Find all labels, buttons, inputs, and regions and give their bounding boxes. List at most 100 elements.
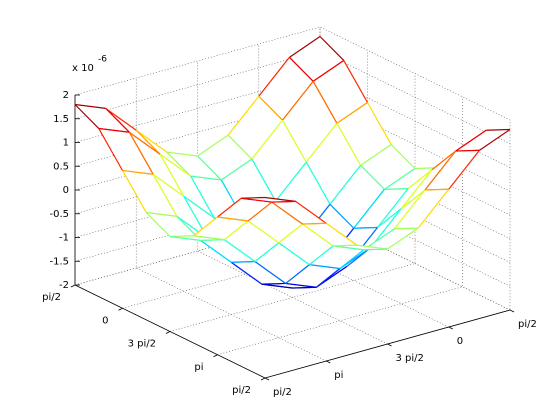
y-tick xyxy=(264,377,270,381)
mesh-line xyxy=(393,189,426,230)
z-grid-line xyxy=(74,97,511,192)
y-tick-label: 0 xyxy=(457,336,463,347)
mesh-face xyxy=(193,217,249,240)
mesh-line xyxy=(384,188,409,190)
z-tick-label: 0.5 xyxy=(53,161,69,172)
mesh-face xyxy=(353,188,409,229)
mesh-line xyxy=(190,175,222,181)
mesh-face xyxy=(313,60,368,124)
mesh-face xyxy=(333,245,388,250)
y-tick xyxy=(448,326,453,330)
mesh-line xyxy=(190,175,215,219)
mesh-face xyxy=(377,169,432,228)
z-tick-label: 2 xyxy=(63,90,69,101)
mesh-line xyxy=(251,119,283,160)
mesh-line xyxy=(128,132,154,175)
mesh-line xyxy=(159,153,191,177)
mesh-face xyxy=(228,96,283,160)
mesh-line xyxy=(360,144,392,166)
x-grid-line xyxy=(217,96,463,356)
mesh-line xyxy=(431,150,456,171)
z-grid-line xyxy=(74,50,511,145)
mesh-line xyxy=(329,165,362,205)
mesh-line xyxy=(278,223,303,244)
mesh-face xyxy=(241,197,296,203)
mesh-face xyxy=(302,223,357,246)
z-grid-line xyxy=(74,192,511,287)
mesh-line xyxy=(333,245,364,251)
mesh-face xyxy=(289,36,344,82)
mesh-face xyxy=(153,174,208,239)
mesh-line xyxy=(227,95,260,136)
mesh-face xyxy=(105,108,160,155)
mesh-face xyxy=(261,283,317,288)
mesh-line xyxy=(251,158,277,202)
x-grid-line xyxy=(169,73,416,332)
mesh-face xyxy=(136,130,191,177)
mesh-line xyxy=(98,128,124,171)
z-multiplier: x 10 xyxy=(72,63,94,74)
mesh-line xyxy=(387,227,419,250)
x-tick xyxy=(213,354,218,358)
mesh-line xyxy=(193,235,225,241)
mesh-line xyxy=(105,107,130,133)
box-edge xyxy=(264,309,511,379)
x-tick xyxy=(165,331,171,334)
mesh-line xyxy=(424,150,457,191)
mesh-face xyxy=(166,152,222,180)
mesh-line xyxy=(400,189,426,210)
z-tick-label: 0 xyxy=(63,185,69,196)
mesh-line xyxy=(271,201,303,225)
mesh-line xyxy=(129,131,161,155)
mesh-face xyxy=(370,189,425,248)
mesh-line xyxy=(146,211,177,217)
mesh-line xyxy=(74,104,100,129)
mesh-face xyxy=(170,235,225,241)
mesh-line xyxy=(302,223,334,247)
mesh-line xyxy=(309,245,334,266)
mesh-line xyxy=(145,212,171,237)
mesh-face xyxy=(251,120,307,202)
x-tick xyxy=(260,377,266,381)
mesh-face xyxy=(425,150,480,190)
z-tick-label: 1 xyxy=(63,138,69,149)
mesh-line xyxy=(217,216,249,222)
mesh-line xyxy=(247,201,273,222)
mesh-line xyxy=(241,196,266,199)
mesh-line xyxy=(448,149,480,190)
x-tick-label: 0 xyxy=(102,315,108,326)
mesh-line xyxy=(241,197,272,203)
mesh-line xyxy=(363,248,388,251)
mesh-line xyxy=(295,200,327,224)
mesh-line xyxy=(152,174,178,217)
mesh-line xyxy=(169,235,201,241)
mesh-line xyxy=(74,103,106,109)
mesh-face xyxy=(306,123,361,205)
x-tick xyxy=(70,284,76,288)
y-tick xyxy=(509,309,515,313)
mesh-face xyxy=(330,165,385,229)
mesh-line xyxy=(315,268,341,288)
mesh-line xyxy=(319,36,345,61)
mesh-line xyxy=(285,264,310,284)
mesh-line xyxy=(258,56,290,97)
mesh-line xyxy=(302,222,327,225)
mesh-face xyxy=(336,102,392,166)
mesh-face xyxy=(217,198,272,221)
mesh-line xyxy=(230,261,263,285)
y-tick xyxy=(387,343,392,347)
mesh-line xyxy=(356,244,388,250)
mesh-line xyxy=(98,127,130,133)
mesh-line xyxy=(407,169,433,190)
mesh-line xyxy=(227,134,253,160)
mesh-line xyxy=(278,242,310,266)
mesh-face xyxy=(231,261,286,285)
z-grid-line xyxy=(74,74,511,168)
mesh-line xyxy=(384,168,416,190)
mesh-line xyxy=(309,264,341,270)
box-edge xyxy=(74,284,266,379)
mesh-face xyxy=(160,154,215,219)
mesh-line xyxy=(400,169,433,210)
mesh-line xyxy=(285,282,317,288)
mesh-line xyxy=(135,129,168,153)
